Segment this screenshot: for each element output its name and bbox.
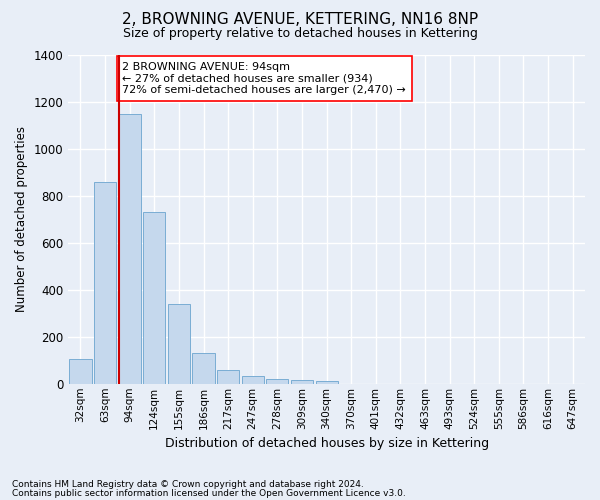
Bar — [143, 212, 166, 384]
Bar — [193, 353, 215, 384]
Text: Contains public sector information licensed under the Open Government Licence v3: Contains public sector information licen… — [12, 488, 406, 498]
Bar — [316, 381, 338, 384]
Text: Size of property relative to detached houses in Kettering: Size of property relative to detached ho… — [122, 28, 478, 40]
Bar — [119, 114, 141, 384]
Bar — [242, 376, 264, 384]
Bar — [217, 370, 239, 384]
Bar — [94, 182, 116, 384]
X-axis label: Distribution of detached houses by size in Kettering: Distribution of detached houses by size … — [164, 437, 488, 450]
Text: Contains HM Land Registry data © Crown copyright and database right 2024.: Contains HM Land Registry data © Crown c… — [12, 480, 364, 489]
Bar — [168, 304, 190, 384]
Text: 2, BROWNING AVENUE, KETTERING, NN16 8NP: 2, BROWNING AVENUE, KETTERING, NN16 8NP — [122, 12, 478, 28]
Bar — [291, 380, 313, 384]
Bar — [70, 359, 92, 384]
Y-axis label: Number of detached properties: Number of detached properties — [15, 126, 28, 312]
Bar — [266, 378, 289, 384]
Text: 2 BROWNING AVENUE: 94sqm
← 27% of detached houses are smaller (934)
72% of semi-: 2 BROWNING AVENUE: 94sqm ← 27% of detach… — [122, 62, 406, 95]
